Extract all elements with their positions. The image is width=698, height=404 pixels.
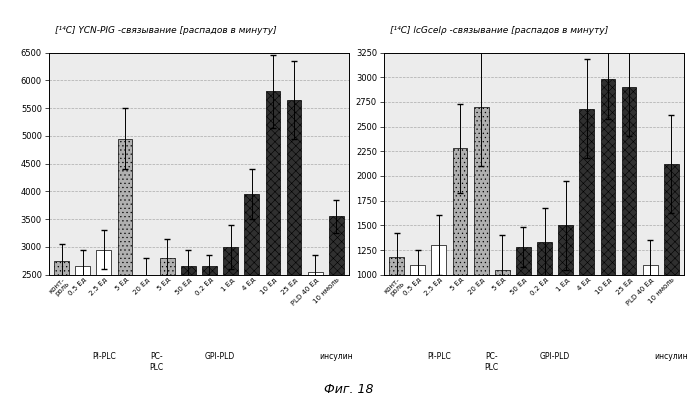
Bar (223, 247, 238, 275)
Text: инсулин: инсулин (320, 352, 353, 362)
Text: PI-PLC: PI-PLC (92, 352, 116, 362)
Bar (96, 250, 111, 275)
Text: GPI-PLD: GPI-PLD (540, 352, 570, 362)
Text: PC-
PLC: PC- PLC (484, 352, 499, 372)
Bar (410, 265, 425, 275)
Bar (244, 194, 259, 275)
Bar (579, 109, 594, 275)
Text: GPI-PLD: GPI-PLD (205, 352, 235, 362)
Bar (643, 265, 658, 275)
Bar (495, 270, 510, 275)
Bar (452, 148, 468, 275)
Bar (600, 79, 616, 275)
Text: Фиг. 18: Фиг. 18 (325, 383, 373, 396)
Bar (117, 139, 133, 275)
Bar (622, 87, 637, 275)
Bar (664, 164, 678, 275)
Bar (537, 242, 552, 275)
Bar (329, 217, 343, 275)
Bar (431, 245, 446, 275)
Text: инсулин: инсулин (655, 352, 688, 362)
Bar (308, 272, 322, 275)
Text: [¹⁴C] YCN-PIG -связывание [распадов в минуту]: [¹⁴C] YCN-PIG -связывание [распадов в ми… (55, 26, 276, 35)
Bar (160, 258, 174, 275)
Bar (287, 100, 302, 275)
Bar (389, 257, 404, 275)
Bar (202, 266, 217, 275)
Bar (265, 91, 281, 275)
Bar (558, 225, 573, 275)
Bar (54, 261, 69, 275)
Bar (181, 266, 195, 275)
Text: PI-PLC: PI-PLC (427, 352, 451, 362)
Bar (474, 107, 489, 275)
Bar (516, 247, 530, 275)
Text: [¹⁴C] lcGcelρ -связывание [распадов в минуту]: [¹⁴C] lcGcelρ -связывание [распадов в ми… (390, 26, 608, 35)
Text: PC-
PLC: PC- PLC (149, 352, 164, 372)
Bar (75, 266, 90, 275)
